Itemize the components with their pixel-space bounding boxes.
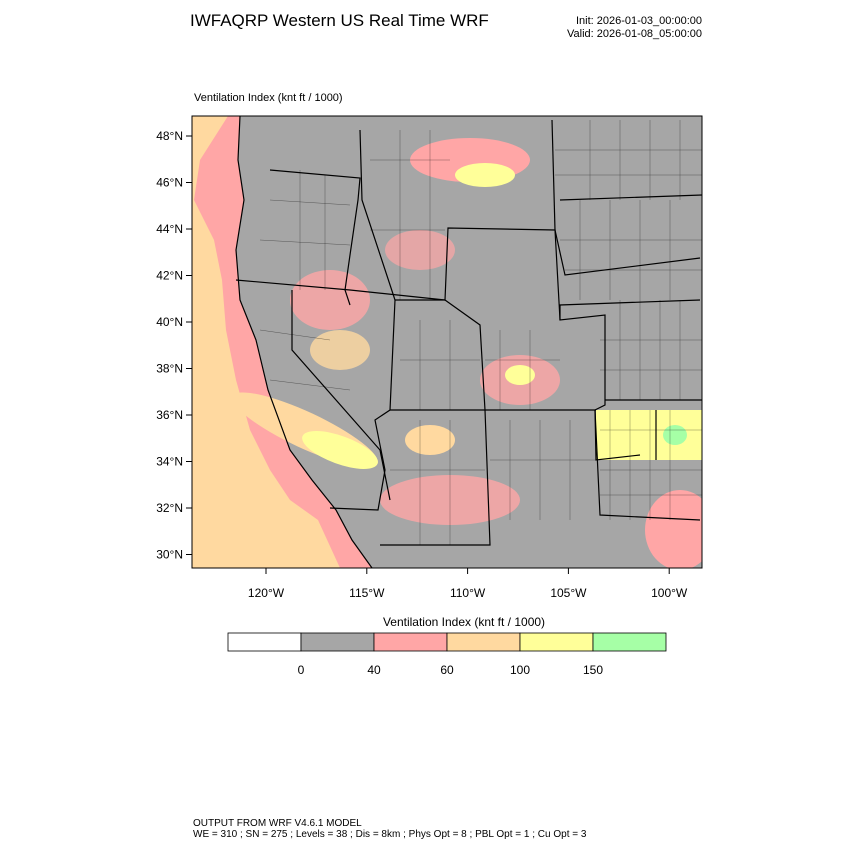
lon-label: 105°W (550, 586, 587, 600)
title: IWFAQRP Western US Real Time WRF (190, 11, 489, 30)
init-time: Init: 2026-01-03_00:00:00 (576, 15, 702, 27)
colorbar-box (227, 632, 302, 652)
lat-label: 34°N (156, 455, 183, 469)
colorbar-box (300, 632, 375, 652)
lat-label: 46°N (156, 176, 183, 190)
lat-label: 40°N (156, 315, 183, 329)
lon-label: 120°W (248, 586, 285, 600)
colorbar-label: 60 (440, 663, 454, 677)
footer-line: WE = 310 ; SN = 275 ; Levels = 38 ; Dis … (193, 829, 587, 840)
colorbar-label: 40 (367, 663, 381, 677)
lat-label: 38°N (156, 362, 183, 376)
lat-label: 36°N (156, 408, 183, 422)
colorbar-box (446, 632, 521, 652)
lat-label: 44°N (156, 222, 183, 236)
colorbar-box (373, 632, 448, 652)
map-field (192, 116, 702, 568)
valid-time: Valid: 2026-01-08_05:00:00 (567, 28, 702, 40)
lat-label: 32°N (156, 501, 183, 515)
lon-label: 110°W (450, 586, 486, 600)
colorbar-box (592, 632, 667, 652)
lat-label: 48°N (156, 129, 183, 143)
map-frame (191, 115, 703, 569)
lat-label: 42°N (156, 269, 183, 283)
footer-line: OUTPUT FROM WRF V4.6.1 MODEL (193, 818, 362, 829)
colorbar-label: 100 (510, 663, 530, 677)
colorbar-label: 150 (583, 663, 603, 677)
field-label: Ventilation Index (knt ft / 1000) (194, 92, 343, 104)
lon-label: 100°W (651, 586, 688, 600)
lat-label: 30°N (156, 548, 183, 562)
colorbar-box (519, 632, 594, 652)
lon-label: 115°W (349, 586, 385, 600)
colorbar-title: Ventilation Index (knt ft / 1000) (383, 615, 545, 629)
colorbar-label: 0 (298, 663, 305, 677)
